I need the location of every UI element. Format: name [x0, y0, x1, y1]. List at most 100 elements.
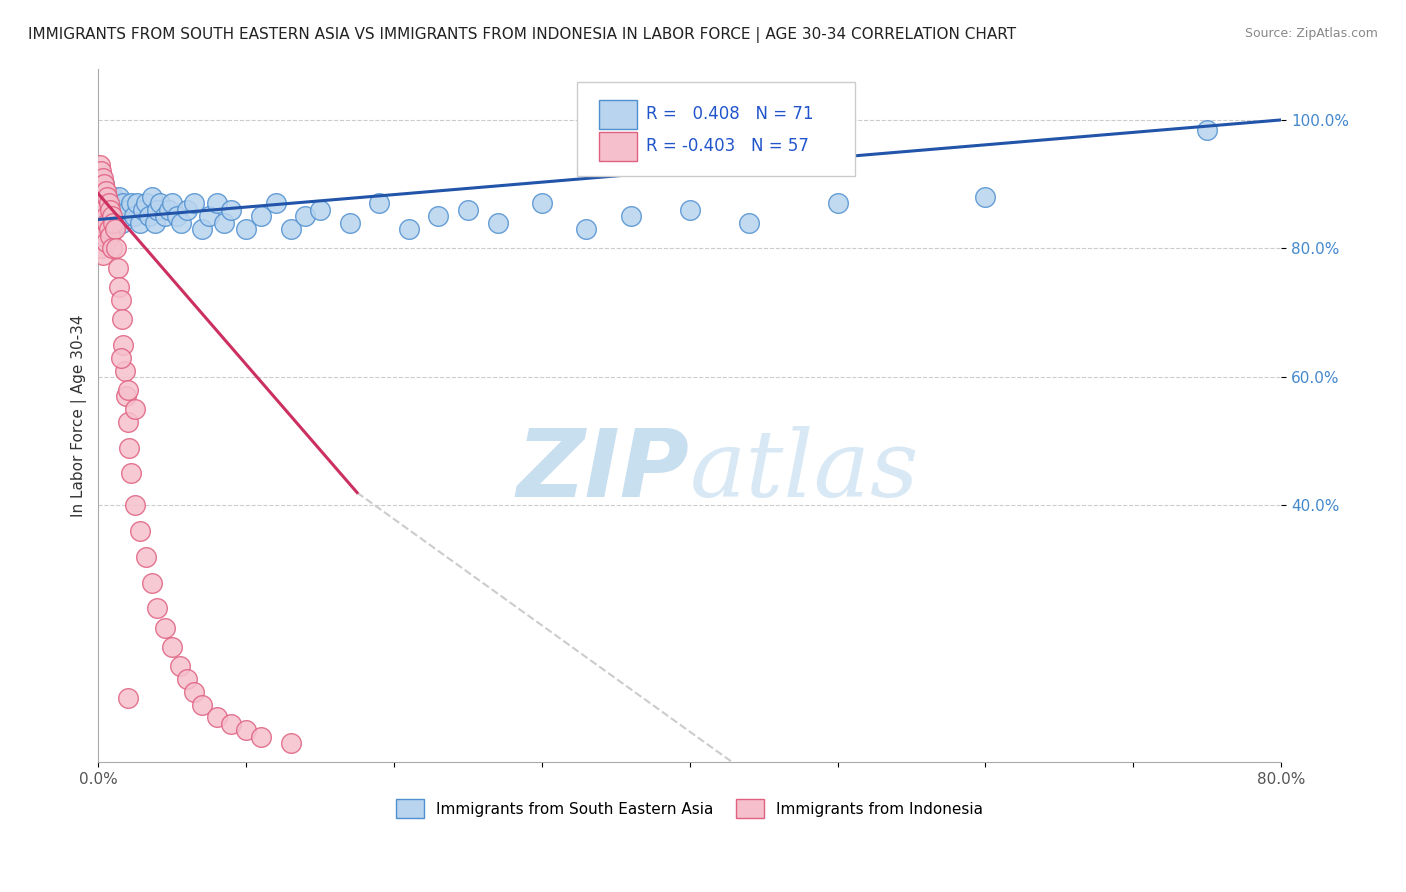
Text: atlas: atlas: [690, 426, 920, 516]
Point: [91, 248, 114, 262]
Point: [96, 190, 118, 204]
Point: [280, 736, 302, 750]
Point: [264, 196, 287, 211]
Point: [128, 524, 150, 538]
Text: ZIP: ZIP: [517, 425, 690, 517]
Point: [221, 717, 243, 731]
Point: [94, 190, 117, 204]
Point: [368, 196, 391, 211]
Point: [114, 209, 136, 223]
Point: [135, 549, 157, 564]
Point: [110, 351, 132, 365]
Point: [97, 222, 120, 236]
Point: [198, 209, 221, 223]
Point: [118, 441, 141, 455]
Point: [235, 723, 257, 738]
Point: [108, 190, 131, 204]
Point: [98, 228, 121, 243]
Point: [89, 184, 111, 198]
Point: [90, 190, 112, 204]
Point: [250, 730, 273, 744]
Point: [98, 202, 121, 217]
Point: [111, 312, 134, 326]
Point: [117, 691, 139, 706]
Text: Source: ZipAtlas.com: Source: ZipAtlas.com: [1244, 27, 1378, 40]
Point: [486, 216, 509, 230]
Point: [111, 216, 134, 230]
Point: [89, 184, 111, 198]
Point: [100, 209, 122, 223]
Point: [115, 389, 138, 403]
Point: [89, 209, 111, 223]
Point: [153, 209, 176, 223]
Point: [94, 235, 117, 249]
Point: [101, 190, 124, 204]
Point: [100, 209, 122, 223]
Point: [112, 338, 135, 352]
Point: [108, 280, 131, 294]
Point: [131, 202, 153, 217]
Point: [114, 363, 136, 377]
Point: [89, 158, 111, 172]
Point: [235, 222, 257, 236]
Point: [176, 672, 198, 686]
Point: [90, 196, 112, 211]
Point: [212, 216, 235, 230]
Point: [738, 216, 761, 230]
Point: [100, 242, 122, 256]
Point: [98, 202, 121, 217]
Point: [104, 222, 127, 236]
Point: [122, 209, 145, 223]
FancyBboxPatch shape: [599, 132, 637, 161]
Point: [619, 209, 641, 223]
Point: [96, 209, 118, 223]
Point: [575, 222, 598, 236]
Point: [124, 402, 146, 417]
Legend: Immigrants from South Eastern Asia, Immigrants from Indonesia: Immigrants from South Eastern Asia, Immi…: [391, 793, 990, 824]
Point: [96, 216, 118, 230]
Point: [93, 177, 115, 191]
Y-axis label: In Labor Force | Age 30-34: In Labor Force | Age 30-34: [72, 314, 87, 516]
Point: [91, 209, 114, 223]
Point: [166, 209, 188, 223]
Point: [90, 170, 112, 185]
Point: [125, 196, 148, 211]
Point: [105, 242, 128, 256]
Point: [112, 196, 135, 211]
Point: [90, 216, 112, 230]
Point: [205, 196, 228, 211]
Point: [162, 640, 184, 654]
Point: [146, 202, 169, 217]
Point: [91, 222, 114, 236]
Point: [138, 209, 160, 223]
Point: [141, 575, 163, 590]
Point: [94, 216, 117, 230]
Point: [93, 177, 115, 191]
Point: [117, 383, 139, 397]
Point: [135, 196, 157, 211]
Point: [110, 293, 132, 307]
Point: [169, 659, 191, 673]
Point: [827, 196, 849, 211]
Point: [120, 196, 142, 211]
Point: [157, 202, 180, 217]
Point: [91, 170, 114, 185]
FancyBboxPatch shape: [599, 100, 637, 128]
Point: [176, 202, 198, 217]
Point: [107, 260, 129, 275]
Point: [97, 190, 120, 204]
Point: [96, 196, 118, 211]
Point: [143, 216, 166, 230]
Point: [97, 196, 120, 211]
Point: [91, 190, 114, 204]
Point: [221, 202, 243, 217]
Point: [309, 202, 332, 217]
Point: [94, 184, 117, 198]
Point: [280, 222, 302, 236]
Point: [153, 620, 176, 634]
Point: [128, 216, 150, 230]
Point: [120, 467, 142, 481]
Point: [170, 216, 193, 230]
Point: [141, 190, 163, 204]
Point: [974, 190, 997, 204]
